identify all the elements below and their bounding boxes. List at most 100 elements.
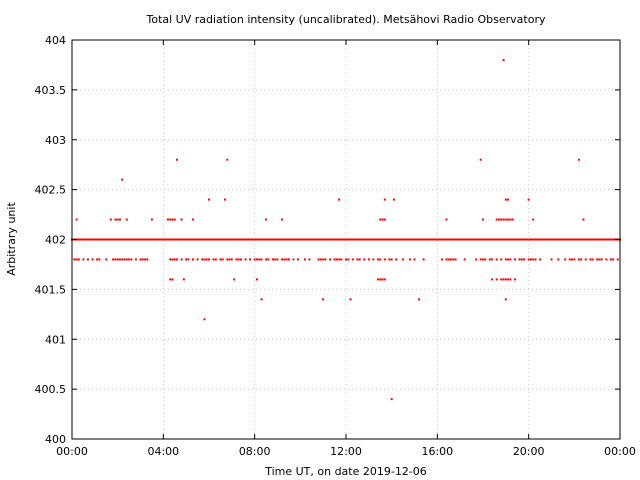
data-point [600, 258, 603, 261]
x-tick-label: 16:00 [421, 445, 453, 458]
data-point [491, 258, 494, 261]
data-point [265, 218, 268, 221]
data-point [372, 258, 375, 261]
data-point [497, 218, 500, 221]
data-point [73, 258, 76, 261]
data-point [447, 258, 450, 261]
outlier-point [504, 298, 507, 301]
y-tick-label: 401.5 [35, 283, 67, 296]
data-point [495, 278, 498, 281]
data-point [520, 258, 523, 261]
outlier-point [260, 298, 263, 301]
data-point [317, 258, 320, 261]
data-point [260, 258, 263, 261]
data-point [500, 258, 503, 261]
data-point [376, 258, 379, 261]
data-point [557, 258, 560, 261]
data-point [267, 258, 270, 261]
data-point [130, 258, 133, 261]
data-point [169, 258, 172, 261]
data-point [180, 218, 183, 221]
data-point [475, 258, 478, 261]
data-point [139, 258, 142, 261]
data-point [125, 218, 128, 221]
outlier-point [418, 298, 421, 301]
data-point [249, 258, 252, 261]
data-point [308, 258, 311, 261]
data-point [146, 258, 149, 261]
data-point [176, 258, 179, 261]
data-point [265, 258, 268, 261]
data-point [612, 258, 615, 261]
data-point [523, 258, 526, 261]
data-point [550, 258, 553, 261]
data-point [219, 258, 222, 261]
data-point [228, 258, 231, 261]
data-point [589, 258, 592, 261]
data-point [329, 258, 332, 261]
outlier-point [479, 158, 482, 161]
data-point [292, 258, 295, 261]
data-point [383, 258, 386, 261]
data-point [134, 258, 137, 261]
data-point [237, 258, 240, 261]
data-point [205, 258, 208, 261]
data-point [324, 258, 327, 261]
data-point [518, 258, 521, 261]
x-tick-label: 20:00 [513, 445, 545, 458]
data-point [484, 258, 487, 261]
data-point [258, 258, 261, 261]
data-point [422, 258, 425, 261]
data-point [96, 258, 99, 261]
data-point [144, 258, 147, 261]
outlier-point [203, 318, 206, 321]
data-point [376, 278, 379, 281]
data-point [358, 258, 361, 261]
data-point [454, 258, 457, 261]
data-point [529, 258, 532, 261]
data-point [75, 258, 78, 261]
data-point [192, 258, 195, 261]
data-point [182, 278, 185, 281]
data-point [381, 218, 384, 221]
data-point [180, 258, 183, 261]
data-point [233, 278, 236, 281]
data-point [500, 218, 503, 221]
data-point [482, 218, 484, 221]
data-point [564, 258, 567, 261]
data-point [356, 258, 359, 261]
data-point [86, 258, 89, 261]
data-point [527, 258, 530, 261]
data-point [616, 258, 619, 261]
data-point [463, 258, 466, 261]
y-axis: 400 400.5 401 401.5 402 402.5 403 403.5 404 [35, 34, 620, 446]
data-point [504, 278, 507, 281]
y-tick-label: 402 [45, 234, 66, 247]
data-point [395, 258, 398, 261]
data-point [513, 278, 516, 281]
data-point [281, 218, 284, 221]
data-point [532, 258, 535, 261]
data-point [507, 218, 510, 221]
data-point [118, 258, 121, 261]
grid-lines [72, 40, 620, 439]
x-tick-label: 04:00 [147, 445, 179, 458]
data-point [379, 258, 382, 261]
data-point [363, 258, 366, 261]
data-point [75, 218, 78, 221]
y-tick-label: 400.5 [35, 383, 67, 396]
data-point [297, 258, 300, 261]
outlier-point [504, 198, 507, 201]
data-point [208, 258, 210, 261]
data-point [123, 258, 126, 261]
data-point [276, 258, 279, 261]
data-point [230, 258, 233, 261]
data-point [534, 258, 537, 261]
data-point [116, 218, 119, 221]
data-point [598, 258, 601, 261]
y-tick-label: 400 [45, 433, 66, 446]
x-tick-label: 12:00 [330, 445, 362, 458]
data-point [171, 218, 174, 221]
outlier-point [208, 198, 210, 201]
